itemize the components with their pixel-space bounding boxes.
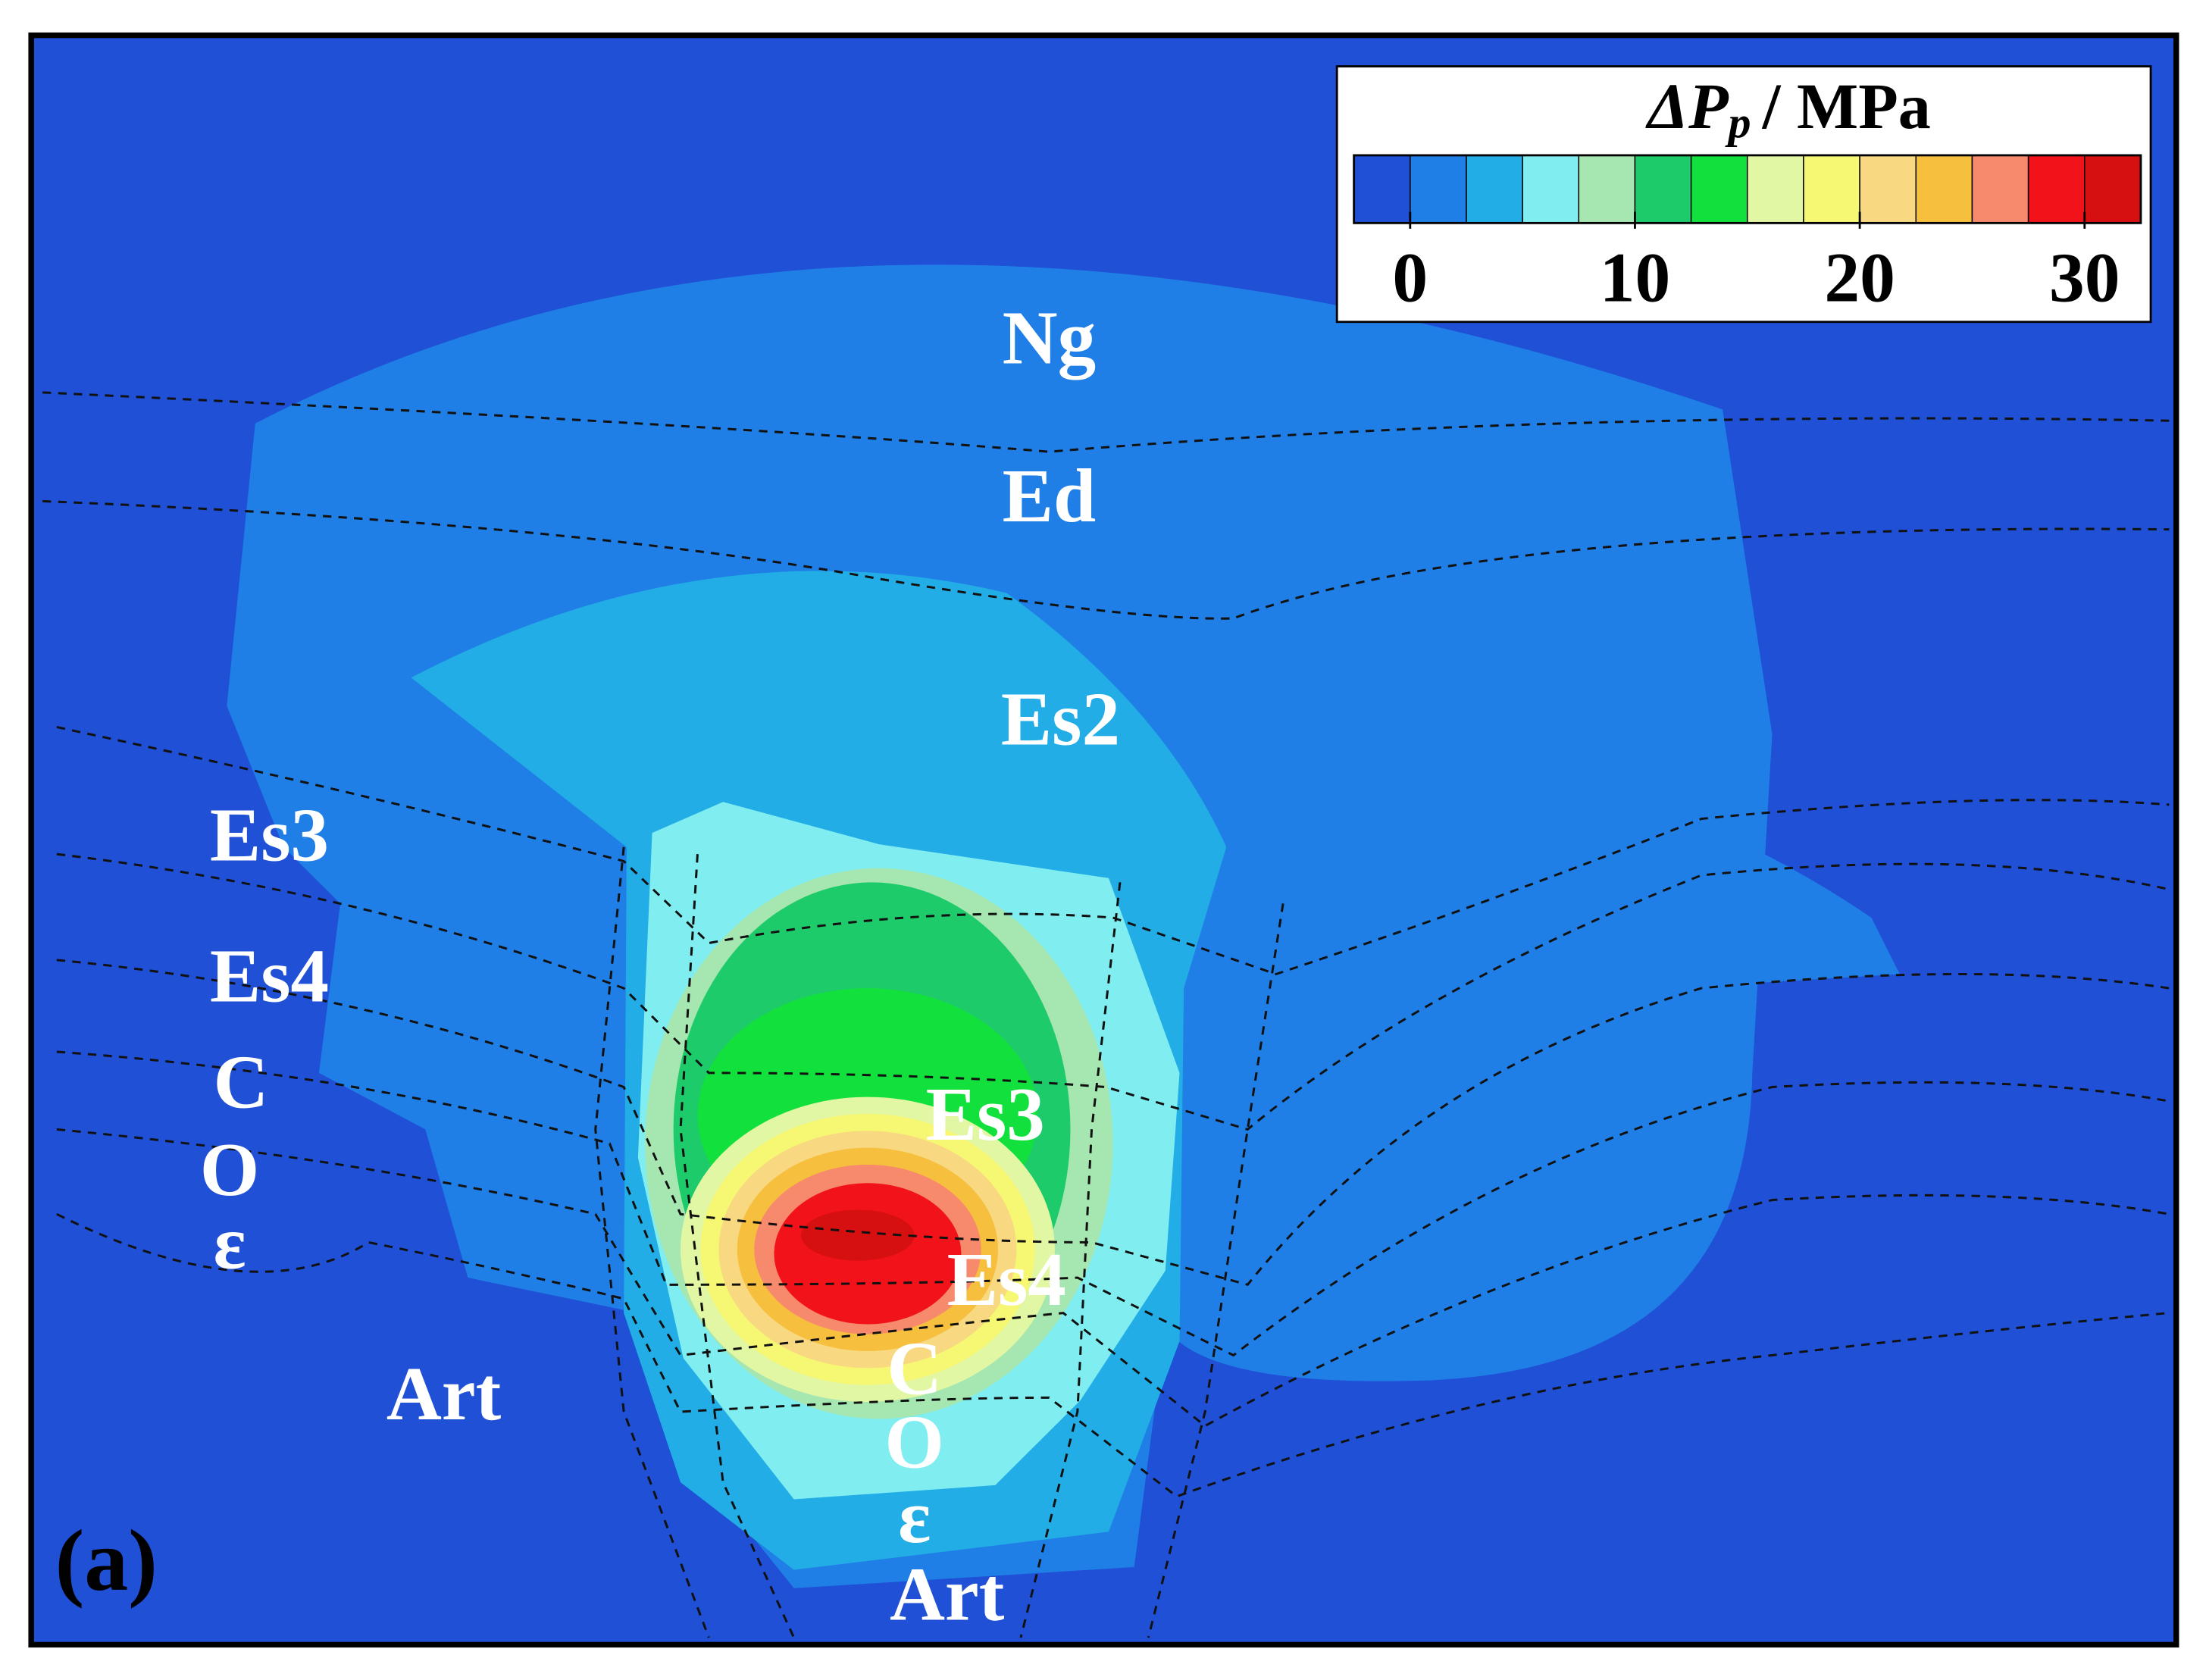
colorbar-tick-label: 20: [1824, 239, 1895, 318]
colorbar-swatch: [1859, 155, 1917, 224]
colorbar-swatch: [1690, 155, 1748, 224]
annotation: Es3: [926, 1072, 1045, 1156]
contour-region: [801, 1209, 915, 1261]
annotation: ε: [213, 1200, 246, 1285]
colorbar-swatch: [1578, 155, 1636, 224]
annotation: Es2: [1001, 677, 1120, 762]
annotation: Es4: [947, 1237, 1066, 1322]
colorbar-swatch: [1971, 155, 2029, 224]
annotation: Es3: [210, 793, 329, 878]
title-symbol: ΔP: [1645, 70, 1729, 142]
annotation: Es4: [210, 934, 329, 1018]
colorbar-swatch: [1522, 155, 1580, 224]
colorbar-swatch: [1466, 155, 1523, 224]
colorbar-swatch: [1353, 155, 1411, 224]
annotation: ε: [898, 1474, 931, 1559]
colorbar-swatch: [1634, 155, 1692, 224]
colorbar-swatch: [2084, 155, 2142, 224]
frame: [28, 32, 2179, 1648]
colorbar-swatch: [1915, 155, 1973, 224]
colorbar-title: ΔPp / MPa: [1645, 70, 1931, 147]
annotation: Art: [386, 1351, 502, 1436]
annotation: O: [884, 1400, 944, 1484]
colorbar-swatch: [1410, 155, 1467, 224]
colorbar-outline: [1353, 154, 2142, 224]
panel-label: (a): [55, 1513, 158, 1610]
colorbar: ΔPp / MPa 0 10 20 30: [1335, 65, 2152, 324]
contour-region: [1219, 766, 1900, 989]
colorbar-tick-label: 30: [2049, 239, 2120, 318]
title-unit: / MPa: [1762, 70, 1931, 142]
annotation: C: [214, 1040, 269, 1125]
annotations: Ng Ed Es2 Es3 Es4 C O ε Art Es3 Es4 C O …: [200, 296, 1120, 1637]
annotation: Art: [890, 1552, 1005, 1637]
colorbar-swatch: [2027, 155, 2086, 224]
colorbar-tick-label: 10: [1600, 239, 1671, 318]
annotation: Ed: [1003, 453, 1097, 538]
colorbar-tick-label: 0: [1392, 239, 1428, 318]
annotation: C: [887, 1326, 942, 1411]
annotation: Ng: [1003, 296, 1096, 380]
colorbar-swatch: [1747, 155, 1804, 224]
annotation: O: [200, 1127, 260, 1212]
horizon-lines: [42, 391, 2170, 1638]
title-subscript: p: [1725, 97, 1751, 147]
colorbar-swatch: [1803, 155, 1860, 224]
